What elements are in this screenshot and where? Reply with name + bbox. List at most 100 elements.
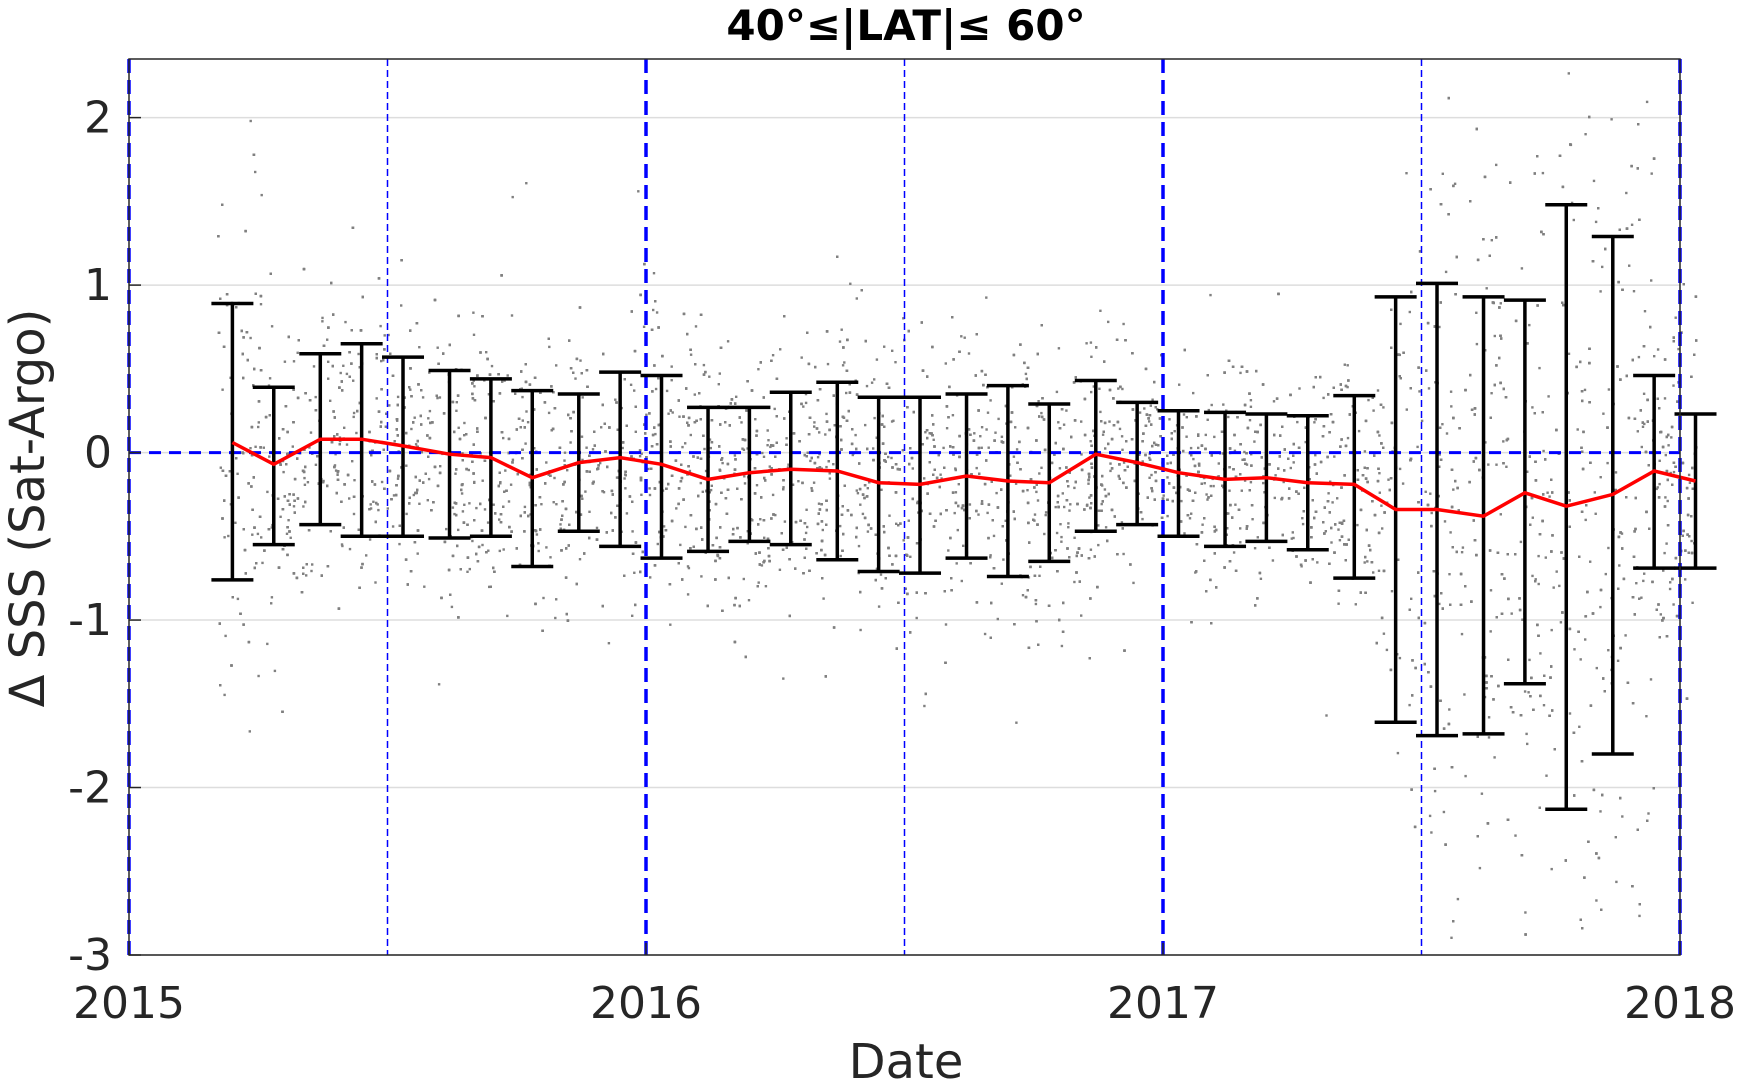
scatter-point — [1192, 391, 1195, 395]
scatter-point — [492, 503, 495, 506]
scatter-point — [1584, 615, 1588, 618]
scatter-point — [1004, 519, 1007, 522]
scatter-point — [602, 491, 606, 494]
scatter-point — [1430, 511, 1433, 515]
scatter-point — [607, 642, 611, 645]
scatter-point — [438, 396, 442, 399]
scatter-point — [1684, 578, 1687, 581]
scatter-point — [1327, 492, 1330, 495]
scatter-point — [1453, 182, 1457, 185]
scatter-point — [700, 575, 703, 578]
scatter-point — [1378, 434, 1381, 437]
scatter-point — [486, 521, 490, 524]
scatter-point — [460, 492, 464, 495]
scatter-point — [1107, 320, 1110, 324]
scatter-point — [1120, 435, 1124, 438]
scatter-point — [786, 466, 790, 469]
scatter-point — [292, 360, 296, 363]
scatter-point — [1060, 540, 1063, 543]
scatter-point — [1665, 542, 1668, 545]
scatter-point — [670, 379, 673, 382]
scatter-point — [1558, 584, 1561, 588]
scatter-point — [634, 430, 637, 433]
scatter-point — [856, 492, 860, 495]
scatter-point — [1672, 470, 1676, 474]
scatter-point — [355, 431, 358, 435]
scatter-point — [1691, 601, 1694, 604]
scatter-point — [405, 464, 408, 467]
scatter-point — [1670, 436, 1673, 439]
scatter-point — [351, 460, 354, 463]
scatter-point — [757, 368, 760, 371]
scatter-point — [542, 596, 545, 600]
scatter-point — [1148, 420, 1151, 423]
scatter-point — [289, 536, 292, 539]
scatter-point — [955, 562, 958, 565]
scatter-point — [467, 468, 470, 472]
scatter-point — [1604, 572, 1607, 576]
scatter-point — [535, 533, 539, 536]
scatter-point — [436, 396, 439, 400]
scatter-point — [1166, 476, 1169, 479]
scatter-point — [333, 464, 337, 467]
scatter-point — [549, 556, 552, 559]
scatter-point — [1073, 536, 1076, 539]
scatter-point — [1672, 384, 1675, 387]
scatter-point — [1063, 505, 1066, 509]
scatter-point — [839, 554, 842, 558]
scatter-point — [1346, 364, 1349, 367]
scatter-point — [1653, 355, 1656, 358]
scatter-point — [1059, 523, 1062, 526]
scatter-point — [866, 487, 869, 490]
scatter-point — [975, 466, 978, 470]
scatter-point — [1523, 690, 1527, 693]
scatter-point — [1132, 581, 1135, 585]
scatter-point — [1408, 310, 1411, 314]
scatter-point — [932, 438, 935, 441]
scatter-point — [311, 563, 314, 566]
scatter-point — [1505, 465, 1508, 468]
scatter-point — [1298, 387, 1301, 390]
scatter-point — [223, 536, 226, 539]
scatter-point — [1621, 815, 1624, 818]
scatter-point — [1664, 496, 1667, 499]
scatter-point — [450, 605, 454, 609]
scatter-point — [1372, 409, 1375, 412]
scatter-point — [967, 352, 971, 355]
scatter-point — [1663, 397, 1667, 400]
scatter-point — [236, 597, 240, 601]
scatter-point — [327, 377, 330, 380]
scatter-point — [375, 397, 378, 400]
scatter-point — [704, 469, 708, 473]
scatter-point — [1207, 408, 1210, 412]
scatter-point — [1615, 880, 1618, 884]
scatter-point — [1489, 589, 1493, 592]
scatter-point — [901, 449, 904, 452]
scatter-point — [1490, 392, 1493, 395]
scatter-point — [1089, 341, 1093, 344]
scatter-point — [1122, 552, 1125, 556]
scatter-point — [614, 398, 617, 401]
scatter-point — [1210, 403, 1213, 407]
scatter-point — [427, 417, 430, 420]
scatter-point — [1040, 411, 1043, 415]
scatter-point — [985, 296, 988, 299]
scatter-point — [1138, 411, 1142, 414]
scatter-point — [670, 365, 673, 368]
scatter-point — [708, 438, 712, 441]
scatter-point — [654, 432, 657, 436]
scatter-point — [369, 507, 373, 510]
scatter-point — [380, 480, 384, 484]
scatter-point — [305, 574, 308, 577]
scatter-point — [1449, 390, 1453, 393]
scatter-point — [468, 502, 471, 505]
scatter-point — [437, 683, 441, 686]
scatter-point — [421, 396, 425, 399]
scatter-point — [1239, 371, 1242, 375]
scatter-point — [754, 418, 757, 421]
scatter-point — [471, 539, 474, 543]
scatter-point — [1014, 426, 1017, 429]
scatter-point — [945, 427, 949, 430]
scatter-point — [439, 465, 442, 468]
scatter-point — [488, 585, 491, 589]
